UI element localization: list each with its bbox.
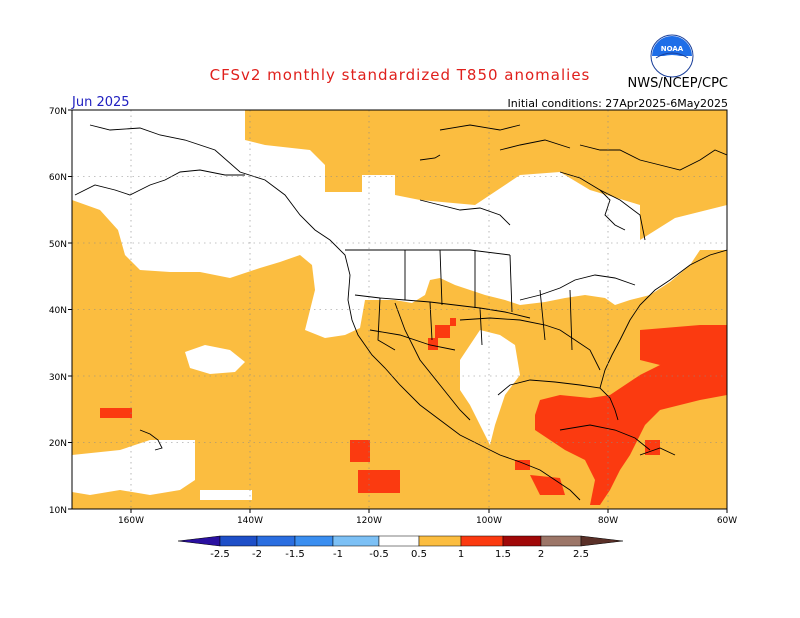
graticule [72, 110, 727, 509]
colorbar-label: 2 [538, 549, 544, 560]
noaa-logo-icon: NOAA [650, 34, 694, 78]
warm-region-central-america [515, 460, 565, 495]
colorbar-label: -1.5 [285, 549, 305, 560]
colorbar-label: 0.5 [411, 549, 427, 560]
lat-label: 40N [49, 306, 67, 316]
warm-region-atlantic [640, 325, 727, 365]
neutral-region-hawaii [72, 440, 195, 495]
coastlines [74, 124, 727, 501]
warm-region-southwest [428, 318, 456, 350]
colorbar-label: 2.5 [573, 549, 589, 560]
lat-label: 20N [49, 439, 67, 449]
neutral-region-hudson [398, 230, 418, 252]
lat-label: 70N [49, 107, 67, 117]
lon-label: 140W [237, 516, 263, 526]
agency-label: NWS/NCEP/CPC [627, 76, 728, 91]
colorbar-label: -1 [333, 549, 343, 560]
tick-marks [68, 109, 728, 513]
lat-label: 10N [49, 506, 67, 516]
colorbar-swatch [378, 535, 420, 547]
lon-label: 80W [598, 516, 618, 526]
colorbar-swatch [332, 535, 380, 547]
lat-labels: 70N 60N 50N 40N 30N 20N 10N [49, 107, 67, 516]
colorbar-label: 1 [458, 549, 464, 560]
warm-region-caribbean [645, 440, 660, 455]
colorbar-arrow-right [580, 535, 624, 547]
logo-text: NOAA [661, 45, 684, 53]
colorbar-swatch [540, 535, 582, 547]
colorbar-swatch [294, 535, 334, 547]
lat-label: 30N [49, 373, 67, 383]
colorbar-swatch [418, 535, 462, 547]
lon-label: 60W [717, 516, 737, 526]
warm-region-pacific-west [100, 408, 132, 418]
lon-labels: 160W 140W 120W 100W 80W 60W [118, 516, 737, 526]
warm-region-pacific-east [350, 440, 400, 493]
warm-region-gulf [535, 330, 727, 505]
colorbar: -2.5 -2 -1.5 -1 -0.5 0.5 1 1.5 2 2.5 [177, 535, 624, 560]
colorbar-swatch [256, 535, 296, 547]
colorbar-label: -2 [252, 549, 262, 560]
lat-label: 60N [49, 173, 67, 183]
lon-label: 160W [118, 516, 144, 526]
chart-title: CFSv2 monthly standardized T850 anomalie… [209, 66, 591, 84]
lon-label: 120W [356, 516, 382, 526]
colorbar-arrow-left [177, 535, 221, 547]
lat-label: 50N [49, 240, 67, 250]
colorbar-swatch [219, 535, 258, 547]
forecast-month: Jun 2025 [72, 95, 130, 110]
colorbar-label: -2.5 [210, 549, 230, 560]
lon-label: 100W [476, 516, 502, 526]
initial-conditions: Initial conditions: 27Apr2025-6May2025 [507, 97, 728, 110]
neutral-region-pacific-subtropics [185, 345, 245, 374]
colorbar-swatch [502, 535, 542, 547]
colorbar-swatch [460, 535, 504, 547]
neutral-region-small [200, 490, 252, 500]
colorbar-label: -0.5 [369, 549, 389, 560]
neutral-region-alaska-canada [72, 110, 727, 338]
colorbar-label: 1.5 [495, 549, 511, 560]
neutral-region-mexico [460, 330, 520, 445]
